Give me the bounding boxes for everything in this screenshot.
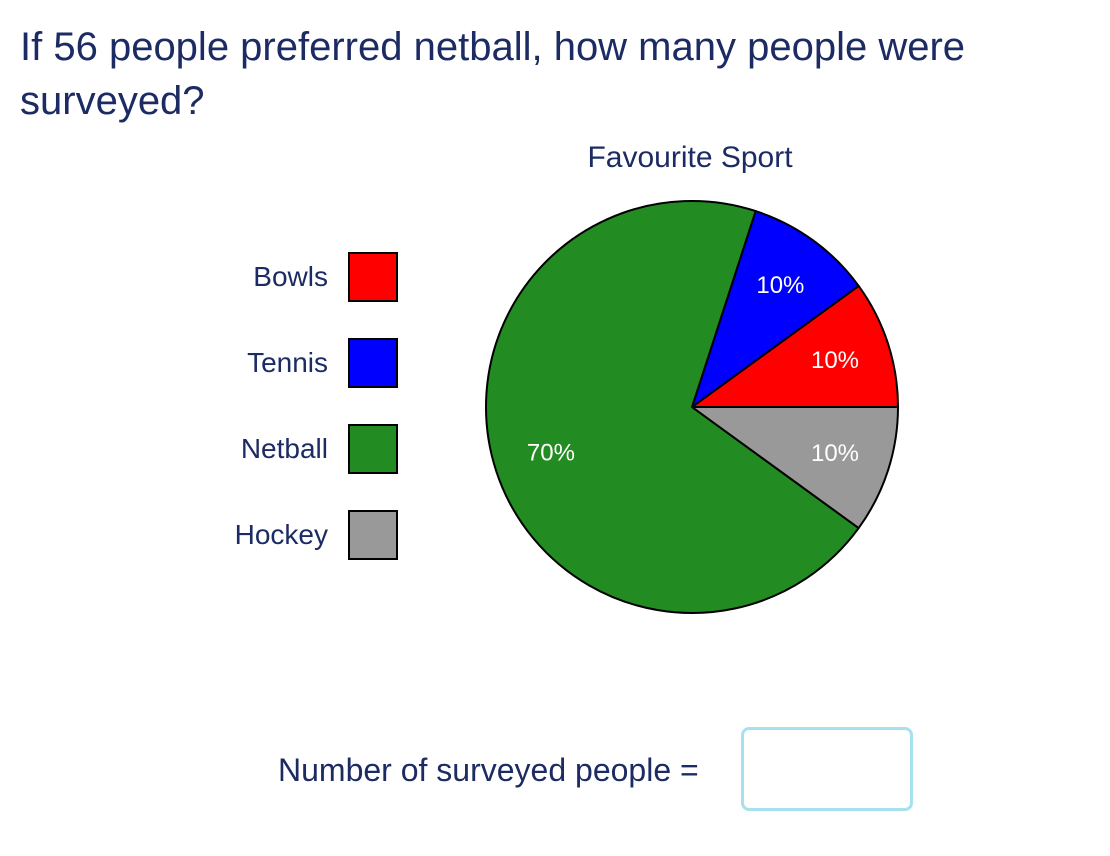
pie-slice-tennis [691, 210, 860, 408]
answer-prompt: Number of surveyed people = [278, 752, 699, 788]
legend-item-bowls: Bowls [200, 250, 400, 304]
legend-item-netball: Netball [200, 422, 400, 476]
legend-item-hockey: Hockey [200, 508, 400, 562]
question-text: If 56 people preferred netball, how many… [20, 25, 966, 123]
pie-label-tennis: 10% [756, 272, 804, 299]
legend-label-netball: Netball [240, 433, 328, 464]
legend-swatch-netball [348, 424, 398, 474]
pie-slice-netball [485, 200, 860, 614]
legend-label-bowls: Bowls [253, 261, 328, 292]
legend-item-tennis: Tennis [200, 336, 400, 390]
legend-swatch-bowls [348, 252, 398, 302]
chart-title: Favourite Sport [587, 141, 793, 174]
pie-chart: 10% 10% 70% 10% [485, 200, 899, 614]
legend-swatch-tennis [348, 338, 398, 388]
answer-input[interactable] [741, 727, 913, 811]
pie-label-bowls: 10% [811, 347, 859, 374]
legend-label-tennis: Tennis [247, 347, 328, 378]
legend-label-hockey: Hockey [234, 519, 328, 550]
pie-label-hockey: 10% [811, 440, 859, 467]
pie-label-netball: 70% [527, 439, 575, 466]
legend-swatch-hockey [348, 510, 398, 560]
pie-slice-bowls [691, 284, 899, 408]
pie-slice-hockey [691, 406, 899, 530]
